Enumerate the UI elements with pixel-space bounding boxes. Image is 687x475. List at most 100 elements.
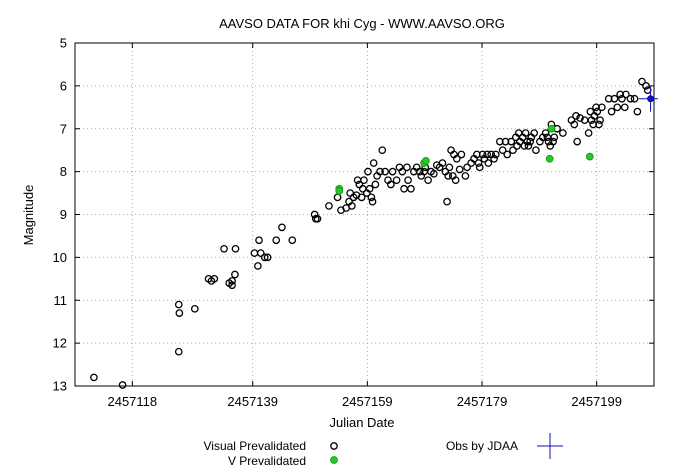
visual-point	[369, 159, 378, 167]
x-tick-label: 2457139	[227, 394, 278, 409]
visual-point	[371, 180, 380, 189]
visual-point	[210, 274, 219, 283]
visual-point	[633, 107, 642, 116]
visual-point	[346, 189, 355, 197]
visual-point	[278, 223, 286, 232]
visual-point	[415, 167, 424, 176]
visual-point	[509, 146, 517, 155]
visual-point	[461, 172, 470, 180]
legend-marker-obs-cross-icon	[537, 433, 563, 459]
visual-point	[620, 103, 629, 112]
visual-point	[455, 165, 464, 174]
visual-point	[526, 137, 535, 146]
legend-item-obs: Obs by JDAA	[446, 433, 563, 459]
visual-point	[596, 116, 604, 125]
visual-point	[616, 90, 625, 99]
visual-point	[573, 137, 582, 146]
visual-point	[451, 176, 460, 185]
v-point	[545, 154, 554, 163]
visual-point	[288, 236, 297, 245]
visual-point	[424, 176, 432, 185]
visual-point	[403, 163, 411, 172]
visual-point	[475, 163, 484, 172]
legend-label-visual: Visual Prevalidated	[203, 439, 306, 453]
legend: Visual Prevalidated V Prevalidated Obs b…	[203, 433, 563, 468]
visual-point	[491, 150, 500, 159]
visual-point	[392, 176, 401, 185]
x-tick-label: 2457179	[457, 394, 508, 409]
x-axis-label: Julian Date	[329, 415, 394, 430]
visual-point	[90, 373, 98, 382]
visual-point	[584, 129, 593, 137]
visual-point	[592, 103, 600, 112]
visual-point	[607, 107, 616, 116]
visual-point	[388, 167, 397, 176]
visual-point	[532, 146, 540, 155]
y-tick-label: 11	[54, 293, 68, 308]
visual-point	[559, 129, 567, 137]
visual-point	[622, 90, 630, 99]
visual-point	[364, 167, 372, 176]
visual-point	[593, 107, 602, 116]
visual-point	[507, 137, 516, 146]
visual-point	[333, 193, 342, 202]
v-point	[547, 124, 556, 133]
chart-title: AAVSO DATA FOR khi Cyg - WWW.AAVSO.ORG	[219, 16, 505, 31]
visual-point	[407, 184, 415, 193]
visual-point	[549, 137, 557, 146]
visual-point	[484, 159, 493, 167]
visual-point	[523, 137, 532, 146]
visual-point	[250, 249, 259, 257]
visual-point	[495, 137, 504, 146]
x-tick-labels: 2457118 2457139 2457159 2457179 2457199	[107, 394, 621, 409]
y-tick-labels: 5 6 7 8 9 10 11 12 13	[53, 36, 67, 394]
visual-point	[174, 300, 183, 309]
visual-point	[256, 249, 265, 257]
legend-item-visual: Visual Prevalidated	[203, 439, 338, 453]
visual-point	[589, 120, 598, 129]
visual-point	[174, 347, 183, 356]
visual-point	[255, 236, 263, 245]
visual-point	[463, 163, 471, 172]
visual-point	[220, 244, 228, 253]
obs-point	[638, 85, 658, 112]
visual-point	[595, 120, 603, 129]
visual-point	[544, 137, 553, 146]
legend-label-v: V Prevalidated	[228, 454, 306, 468]
visual-point	[190, 304, 199, 313]
axis-ticks	[75, 42, 654, 387]
visual-point	[597, 103, 606, 112]
x-tick-label: 2457199	[571, 394, 622, 409]
y-tick-label: 12	[53, 336, 67, 351]
v-point	[421, 157, 430, 165]
y-tick-label: 10	[53, 250, 67, 265]
legend-label-obs: Obs by JDAA	[446, 439, 518, 453]
visual-point	[118, 381, 127, 389]
visual-point	[263, 253, 272, 262]
visual-point	[473, 150, 481, 159]
visual-point	[445, 163, 454, 172]
visual-point	[501, 137, 510, 146]
visual-point	[541, 129, 550, 137]
visual-point	[400, 184, 408, 193]
legend-item-v: V Prevalidated	[228, 454, 338, 468]
visual-point	[521, 129, 530, 137]
visual-point	[490, 154, 498, 163]
visual-point	[365, 184, 374, 193]
visual-point	[228, 281, 236, 290]
y-tick-label: 13	[53, 379, 67, 394]
visual-point	[503, 150, 512, 159]
y-tick-label: 6	[60, 78, 67, 93]
visual-point	[313, 214, 322, 223]
visual-point	[378, 146, 387, 155]
visual-point	[630, 94, 639, 103]
visual-point	[368, 197, 377, 206]
visual-point	[530, 129, 539, 137]
visual-point	[604, 94, 613, 103]
visual-point	[272, 236, 281, 245]
y-tick-label: 9	[60, 207, 67, 222]
y-tick-label: 7	[60, 121, 67, 136]
data-points	[90, 77, 658, 389]
visual-point	[576, 114, 584, 122]
x-tick-label: 2457118	[107, 394, 157, 409]
